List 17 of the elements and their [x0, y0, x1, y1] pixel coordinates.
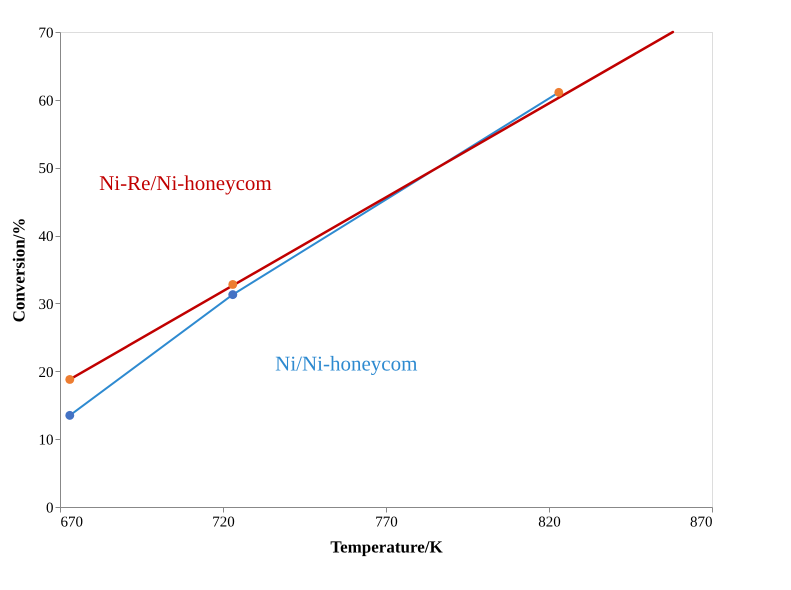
y-tick-label: 70	[38, 26, 54, 42]
text: Ni/Ni-honeycom	[275, 352, 418, 376]
y-tick-label: 30	[38, 296, 54, 313]
x-tick-label: 820	[538, 514, 561, 530]
x-tick-label: 870	[690, 514, 712, 530]
x-tick-label: 770	[375, 514, 398, 530]
y-axis-title: Conversion/%	[10, 218, 28, 322]
y-tick-label: 60	[38, 93, 54, 110]
y-tick-label: 0	[46, 500, 54, 516]
x-tick-label: 670	[60, 514, 83, 530]
x-axis-title: Temperature/K	[330, 538, 444, 556]
text: Ni-Re/Ni-honeycom	[99, 171, 272, 195]
y-tick-label: 40	[38, 229, 54, 246]
y-tick-label: 10	[38, 432, 54, 449]
y-tick-label: 20	[38, 364, 54, 381]
y-tick-label: 50	[38, 161, 54, 178]
x-tick-label: 720	[212, 514, 235, 530]
